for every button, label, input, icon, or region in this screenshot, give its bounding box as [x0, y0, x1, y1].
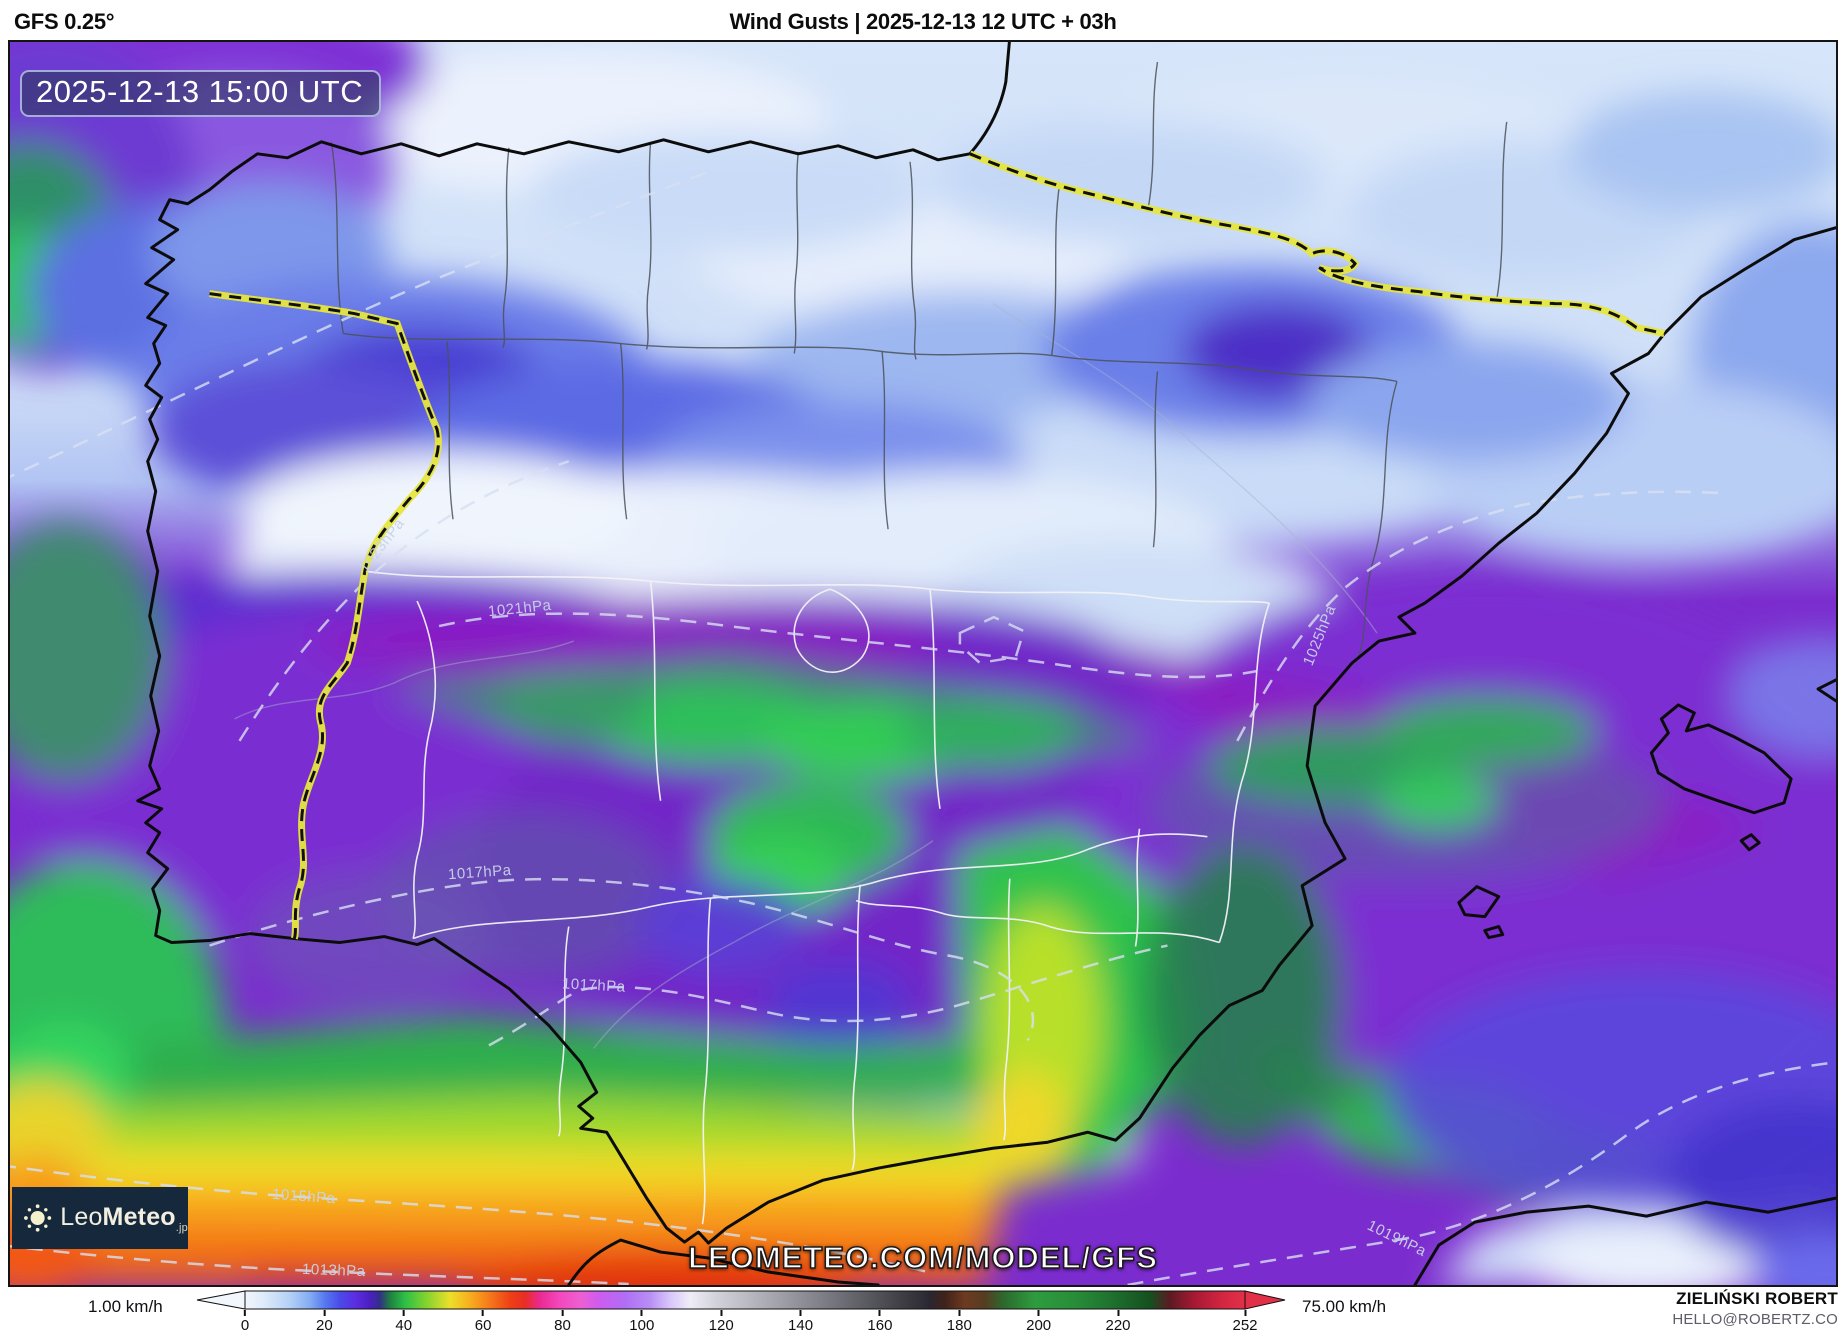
leometeo-logo: LeoMeteo.jp: [12, 1187, 188, 1249]
colorbar-ticks: 0 20 40 60 80 100 120 140 160 180 200 220 252: [241, 1310, 1258, 1336]
colorbar-arrow-right: [1244, 1290, 1286, 1310]
legend-tick: 60: [475, 1310, 491, 1334]
page-title: Wind Gusts | 2025-12-13 12 UTC + 03h: [729, 9, 1117, 34]
province-borders-north: [330, 61, 1508, 664]
legend-tick: 40: [395, 1310, 412, 1334]
national-border-pyrenees: [968, 150, 1666, 337]
national-border-portugal: [209, 290, 442, 940]
colorbar: 0 20 40 60 80 100 120 140 160 180 200 220 252: [195, 1289, 1287, 1337]
legend-tick: 220: [1106, 1310, 1131, 1334]
legend-tick: 160: [867, 1310, 892, 1334]
legend-max-label: 75.00 km/h: [1302, 1297, 1387, 1316]
isobar-label: 1017hPa: [561, 975, 626, 996]
colorbar-gradient: [196, 1290, 1286, 1310]
legend-tick: 80: [554, 1310, 571, 1334]
watermark: LEOMETEO.COM/MODEL/GFS: [687, 1239, 1158, 1276]
colorbar-arrow-left: [196, 1290, 246, 1310]
model-label: GFS 0.25°: [14, 9, 115, 34]
legend-tick: 120: [709, 1310, 734, 1334]
coastline: [136, 42, 1836, 1285]
credit-contact: HELLO@ROBERTZ.CO: [1672, 1311, 1838, 1328]
sun-icon: [24, 1204, 52, 1232]
isobars: [10, 170, 1836, 1285]
isobar-label: 1013hPa: [301, 1260, 366, 1281]
rivers: [234, 302, 1378, 1049]
legend-bar: 1.00 km/h 0 20 40 60 80 100 120 140 160 180 200 220…: [0, 1287, 1846, 1337]
logo-text: LeoMeteo.jp: [60, 1202, 188, 1234]
legend-tick: 20: [316, 1310, 333, 1334]
legend-tick: 100: [629, 1310, 654, 1334]
legend-tick: 200: [1026, 1310, 1051, 1334]
wind-gust-field: [10, 42, 1836, 1285]
header-bar: GFS 0.25° Wind Gusts | 2025-12-13 12 UTC…: [0, 0, 1846, 40]
legend-tick: 0: [241, 1310, 249, 1334]
legend-min-label: 1.00 km/h: [88, 1297, 163, 1316]
legend-tick: 252: [1232, 1310, 1258, 1334]
legend-tick: 140: [788, 1310, 813, 1334]
credit-author: ZIELIŃSKI ROBERT: [1676, 1289, 1838, 1308]
timestamp-badge: 2025-12-13 15:00 UTC: [20, 70, 382, 117]
weather-map-canvas: 1023hPa 1021hPa 1025hPa 1017hPa 1017hPa 1015h…: [8, 40, 1838, 1287]
legend-tick: 180: [947, 1310, 972, 1334]
